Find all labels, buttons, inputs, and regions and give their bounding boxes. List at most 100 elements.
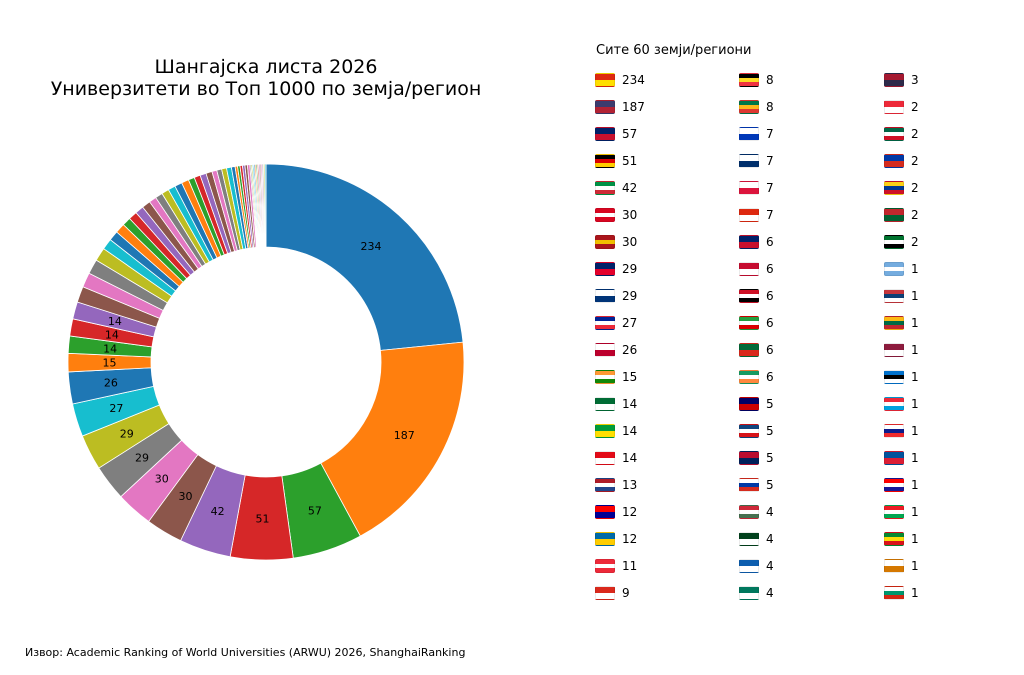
legend-item: 57 — [595, 125, 637, 143]
flag-icon — [739, 586, 759, 600]
legend-value: 26 — [622, 343, 638, 357]
flag-icon — [595, 262, 615, 276]
legend-item: 2 — [884, 233, 919, 251]
slice-label: 27 — [109, 402, 123, 415]
flag-icon — [739, 181, 759, 195]
flag-icon — [739, 451, 759, 465]
flag-icon — [884, 289, 904, 303]
legend-item: 4 — [739, 584, 774, 602]
legend-value: 14 — [622, 424, 638, 438]
legend-value: 9 — [622, 586, 630, 600]
flag-icon — [739, 127, 759, 141]
legend-item: 7 — [739, 206, 774, 224]
legend-item: 15 — [595, 368, 637, 386]
flag-icon — [595, 316, 615, 330]
legend-item: 14 — [595, 449, 637, 467]
legend-value: 27 — [622, 316, 638, 330]
flag-icon — [595, 559, 615, 573]
legend-item: 5 — [739, 476, 774, 494]
flag-icon — [739, 73, 759, 87]
legend-value: 57 — [622, 127, 638, 141]
legend-item: 1 — [884, 530, 919, 548]
legend-item: 6 — [739, 368, 774, 386]
flag-icon — [595, 424, 615, 438]
legend-value: 29 — [622, 262, 638, 276]
flag-icon — [739, 262, 759, 276]
legend-value: 1 — [911, 451, 919, 465]
flag-icon — [739, 370, 759, 384]
legend-item: 42 — [595, 179, 637, 197]
legend-value: 4 — [766, 532, 774, 546]
slice-label: 30 — [178, 490, 192, 503]
flag-icon — [884, 424, 904, 438]
flag-icon — [739, 559, 759, 573]
flag-icon — [595, 100, 615, 114]
flag-icon — [739, 100, 759, 114]
flag-icon — [884, 505, 904, 519]
donut-slice — [265, 163, 464, 351]
legend-value: 8 — [766, 73, 774, 87]
legend-item: 1 — [884, 476, 919, 494]
legend-value: 1 — [911, 370, 919, 384]
flag-icon — [884, 127, 904, 141]
legend-value: 2 — [911, 181, 919, 195]
legend-item: 1 — [884, 287, 919, 305]
slice-label: 14 — [108, 315, 122, 328]
legend-value: 8 — [766, 100, 774, 114]
flag-icon — [595, 208, 615, 222]
slice-label: 51 — [256, 512, 270, 525]
legend-value: 5 — [766, 478, 774, 492]
legend-item: 4 — [739, 557, 774, 575]
legend-value: 2 — [911, 154, 919, 168]
flag-icon — [884, 100, 904, 114]
flag-icon — [739, 208, 759, 222]
donut-slice — [264, 163, 267, 248]
legend-item: 1 — [884, 584, 919, 602]
slice-label: 29 — [120, 427, 134, 440]
flag-icon — [739, 532, 759, 546]
legend-value: 11 — [622, 559, 638, 573]
legend-value: 12 — [622, 505, 638, 519]
legend-item: 3 — [884, 71, 919, 89]
flag-icon — [884, 559, 904, 573]
slice-label: 14 — [105, 329, 119, 342]
legend-item: 1 — [884, 368, 919, 386]
legend-item: 8 — [739, 71, 774, 89]
legend-item: 8 — [739, 98, 774, 116]
legend-value: 1 — [911, 559, 919, 573]
legend-value: 1 — [911, 505, 919, 519]
legend-value: 187 — [622, 100, 645, 114]
legend-item: 30 — [595, 233, 637, 251]
legend-item: 30 — [595, 206, 637, 224]
legend-value: 7 — [766, 208, 774, 222]
flag-icon — [884, 532, 904, 546]
legend-value: 1 — [911, 262, 919, 276]
legend-value: 7 — [766, 181, 774, 195]
flag-icon — [595, 235, 615, 249]
flag-icon — [884, 370, 904, 384]
legend-item: 29 — [595, 287, 637, 305]
legend-item: 14 — [595, 395, 637, 413]
legend-value: 12 — [622, 532, 638, 546]
legend-item: 2 — [884, 152, 919, 170]
legend-value: 2 — [911, 100, 919, 114]
legend-item: 1 — [884, 395, 919, 413]
flag-icon — [884, 181, 904, 195]
legend-value: 1 — [911, 532, 919, 546]
slice-label: 187 — [394, 429, 415, 442]
legend-item: 2 — [884, 179, 919, 197]
legend-value: 14 — [622, 397, 638, 411]
slice-label: 15 — [103, 356, 117, 369]
legend-value: 30 — [622, 208, 638, 222]
legend-item: 12 — [595, 503, 637, 521]
source-note: Извор: Academic Ranking of World Univers… — [25, 646, 466, 659]
legend-value: 4 — [766, 505, 774, 519]
legend-item: 2 — [884, 125, 919, 143]
flag-icon — [595, 478, 615, 492]
legend-value: 5 — [766, 451, 774, 465]
legend-value: 14 — [622, 451, 638, 465]
legend-value: 42 — [622, 181, 638, 195]
legend-value: 6 — [766, 316, 774, 330]
legend-value: 7 — [766, 154, 774, 168]
legend-item: 1 — [884, 449, 919, 467]
